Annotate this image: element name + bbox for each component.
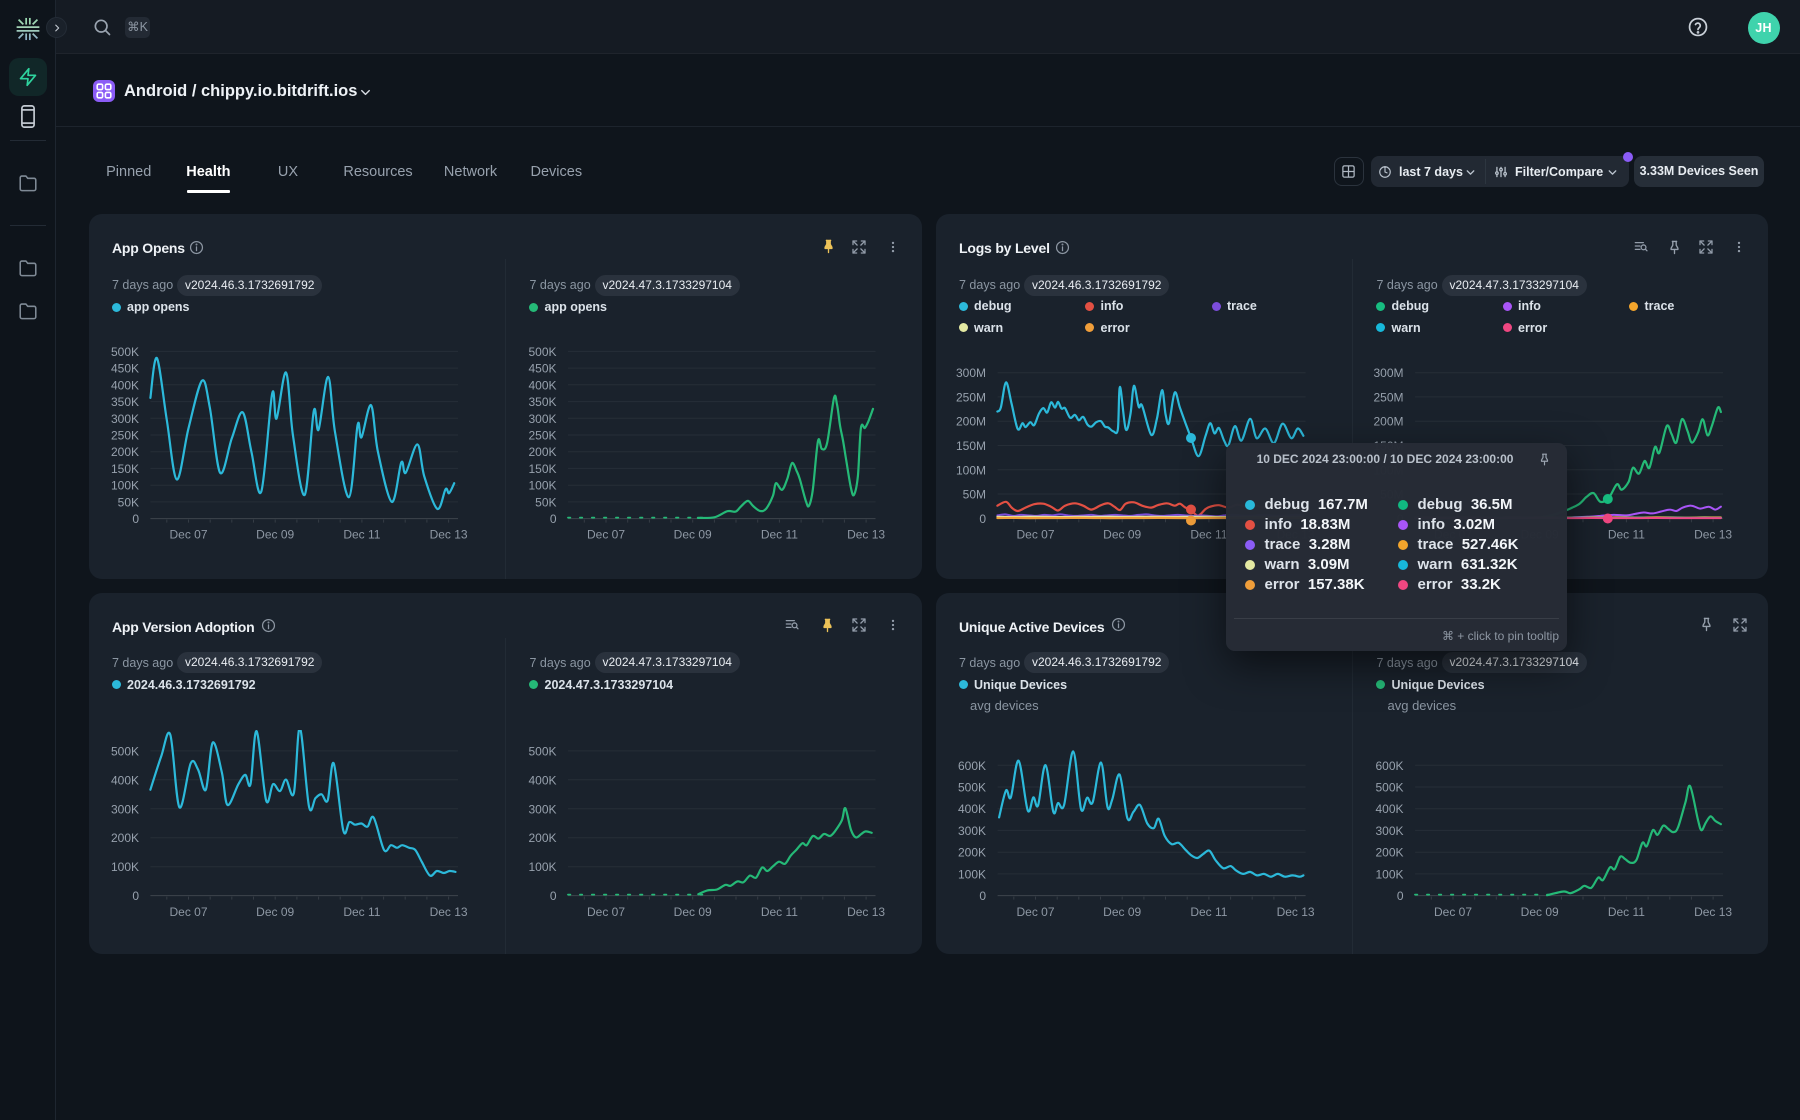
- svg-text:250K: 250K: [528, 429, 556, 443]
- svg-text:250M: 250M: [1373, 390, 1403, 404]
- svg-text:400K: 400K: [111, 773, 139, 787]
- svg-text:600K: 600K: [1375, 759, 1403, 773]
- svg-text:0: 0: [132, 889, 139, 903]
- svg-text:500K: 500K: [1375, 781, 1403, 795]
- svg-text:450K: 450K: [528, 362, 556, 376]
- svg-text:250K: 250K: [111, 429, 139, 443]
- svg-text:300K: 300K: [958, 824, 986, 838]
- svg-text:600K: 600K: [958, 759, 986, 773]
- svg-text:100K: 100K: [958, 867, 986, 881]
- svg-text:200K: 200K: [528, 445, 556, 459]
- svg-text:500K: 500K: [111, 744, 139, 758]
- svg-text:Dec 13: Dec 13: [847, 527, 885, 541]
- svg-text:Dec 13: Dec 13: [1694, 527, 1732, 541]
- svg-text:Dec 07: Dec 07: [587, 905, 625, 919]
- svg-text:100M: 100M: [956, 463, 986, 477]
- svg-text:50K: 50K: [118, 495, 139, 509]
- svg-text:300M: 300M: [1373, 366, 1403, 380]
- svg-text:200M: 200M: [956, 415, 986, 429]
- svg-text:0: 0: [550, 889, 557, 903]
- svg-text:200K: 200K: [111, 445, 139, 459]
- svg-text:Dec 07: Dec 07: [587, 527, 625, 541]
- svg-text:300M: 300M: [956, 366, 986, 380]
- svg-text:Dec 09: Dec 09: [674, 527, 712, 541]
- svg-text:0: 0: [1397, 889, 1404, 903]
- svg-text:200K: 200K: [958, 846, 986, 860]
- svg-text:Dec 09: Dec 09: [1103, 905, 1141, 919]
- svg-text:Dec 09: Dec 09: [1103, 527, 1141, 541]
- svg-text:300K: 300K: [528, 412, 556, 426]
- svg-text:300K: 300K: [111, 802, 139, 816]
- svg-text:250M: 250M: [956, 390, 986, 404]
- svg-text:500K: 500K: [111, 345, 139, 359]
- svg-text:Dec 11: Dec 11: [761, 527, 798, 541]
- svg-text:50K: 50K: [535, 495, 556, 509]
- svg-text:400K: 400K: [1375, 802, 1403, 816]
- svg-text:500K: 500K: [528, 345, 556, 359]
- svg-text:100K: 100K: [528, 860, 556, 874]
- svg-text:Dec 11: Dec 11: [1190, 905, 1227, 919]
- svg-text:0: 0: [979, 512, 986, 526]
- svg-text:500K: 500K: [528, 744, 556, 758]
- svg-text:200K: 200K: [111, 831, 139, 845]
- svg-text:Dec 13: Dec 13: [1694, 905, 1732, 919]
- svg-text:Dec 11: Dec 11: [761, 905, 798, 919]
- svg-text:300K: 300K: [111, 412, 139, 426]
- svg-text:Dec 07: Dec 07: [1016, 905, 1054, 919]
- svg-text:200K: 200K: [528, 831, 556, 845]
- svg-text:Dec 11: Dec 11: [343, 527, 380, 541]
- svg-text:50M: 50M: [963, 488, 986, 502]
- svg-text:Dec 07: Dec 07: [169, 905, 207, 919]
- svg-text:0: 0: [132, 512, 139, 526]
- svg-text:Dec 07: Dec 07: [1434, 905, 1472, 919]
- svg-text:Dec 11: Dec 11: [1608, 527, 1645, 541]
- svg-text:100K: 100K: [111, 860, 139, 874]
- svg-text:Dec 11: Dec 11: [343, 905, 380, 919]
- svg-text:350K: 350K: [111, 395, 139, 409]
- svg-text:Dec 07: Dec 07: [1016, 527, 1054, 541]
- svg-text:400K: 400K: [958, 802, 986, 816]
- svg-text:100K: 100K: [111, 479, 139, 493]
- svg-text:Dec 11: Dec 11: [1190, 527, 1227, 541]
- svg-text:0: 0: [979, 889, 986, 903]
- svg-text:Dec 09: Dec 09: [674, 905, 712, 919]
- svg-text:300K: 300K: [1375, 824, 1403, 838]
- svg-text:150M: 150M: [956, 439, 986, 453]
- svg-text:200M: 200M: [1373, 415, 1403, 429]
- svg-text:400K: 400K: [111, 378, 139, 392]
- svg-text:Dec 09: Dec 09: [256, 527, 294, 541]
- svg-text:500K: 500K: [958, 781, 986, 795]
- svg-text:0: 0: [550, 512, 557, 526]
- svg-text:100K: 100K: [528, 479, 556, 493]
- svg-text:Dec 13: Dec 13: [430, 905, 468, 919]
- svg-text:400K: 400K: [528, 773, 556, 787]
- svg-text:Dec 13: Dec 13: [1277, 905, 1315, 919]
- svg-text:Dec 09: Dec 09: [256, 905, 294, 919]
- svg-text:Dec 13: Dec 13: [847, 905, 885, 919]
- svg-text:300K: 300K: [528, 802, 556, 816]
- svg-text:400K: 400K: [528, 378, 556, 392]
- svg-text:450K: 450K: [111, 362, 139, 376]
- svg-text:Dec 09: Dec 09: [1521, 905, 1559, 919]
- svg-text:150K: 150K: [528, 462, 556, 476]
- svg-text:100K: 100K: [1375, 867, 1403, 881]
- svg-text:350K: 350K: [528, 395, 556, 409]
- svg-text:150K: 150K: [111, 462, 139, 476]
- svg-text:Dec 13: Dec 13: [430, 527, 468, 541]
- svg-text:Dec 11: Dec 11: [1608, 905, 1645, 919]
- svg-text:200K: 200K: [1375, 846, 1403, 860]
- svg-text:Dec 07: Dec 07: [169, 527, 207, 541]
